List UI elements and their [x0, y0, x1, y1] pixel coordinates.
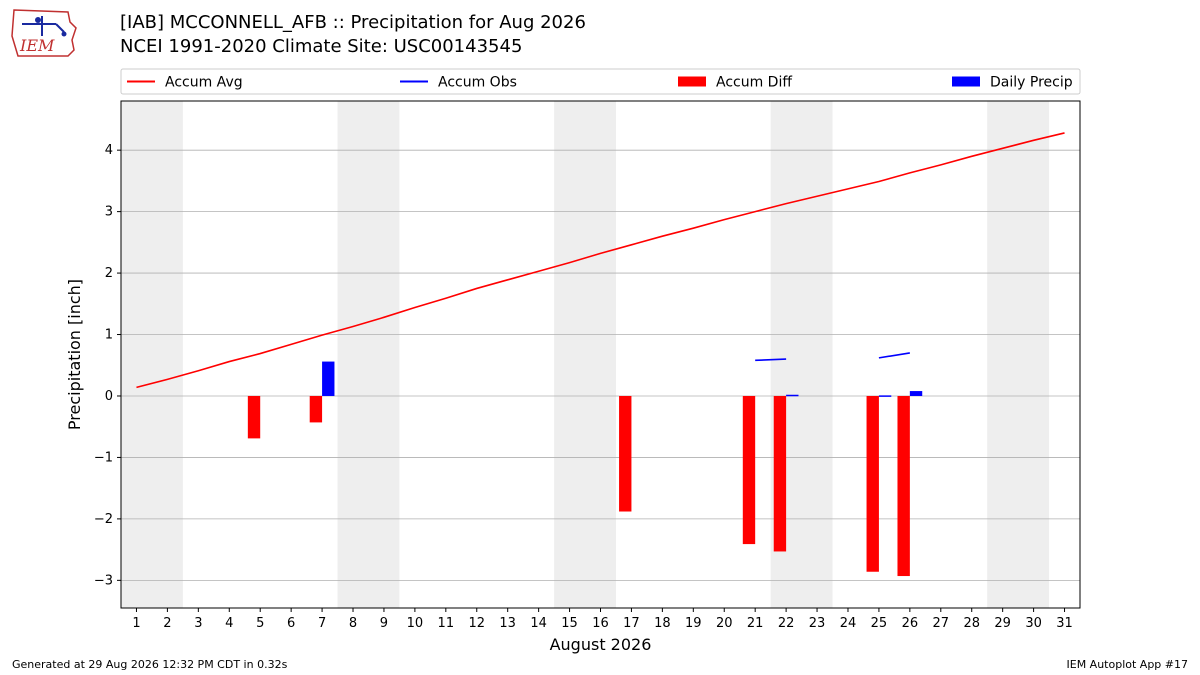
legend-swatch-accum-diff [678, 76, 706, 87]
x-tick-label: 4 [225, 616, 233, 631]
accum-avg-line [136, 132, 1065, 389]
y-tick-label: −3 [94, 573, 113, 588]
y-tick-label: 1 [105, 328, 113, 343]
x-tick-label: 5 [256, 616, 264, 631]
x-tick-label: 29 [994, 616, 1011, 631]
legend-label-daily-precip: Daily Precip [990, 75, 1073, 91]
daily-precip-bar [909, 391, 923, 396]
accum-diff-bar [866, 395, 879, 572]
legend-label-accum-avg: Accum Avg [165, 75, 243, 91]
app-credit: IEM Autoplot App #17 [1066, 658, 1189, 671]
y-tick-label: 0 [105, 389, 113, 404]
daily-precip-bar [878, 395, 892, 397]
accum-obs-line [878, 352, 910, 359]
weekend-shade [987, 101, 1050, 608]
x-tick-label: 11 [438, 616, 455, 631]
weekend-shade [554, 101, 616, 608]
x-tick-label: 25 [871, 616, 888, 631]
y-tick-label: −2 [94, 512, 113, 527]
x-tick-label: 26 [902, 616, 919, 631]
accum-diff-bar [619, 395, 632, 512]
x-tick-label: 16 [592, 616, 609, 631]
x-tick-label: 1 [132, 616, 140, 631]
y-tick-label: 2 [105, 266, 113, 281]
legend-box [120, 68, 1081, 95]
daily-precip-bar [786, 394, 799, 397]
x-axis-label: August 2026 [550, 635, 652, 654]
x-tick-label: 24 [840, 616, 857, 631]
logo-text: IEM [19, 36, 55, 55]
x-tick-label: 3 [194, 616, 202, 631]
chart-title: [IAB] MCCONNELL_AFB :: Precipitation for… [120, 12, 586, 33]
accum-diff-bar [773, 395, 787, 552]
x-tick-label: 14 [530, 616, 547, 631]
legend-label-accum-diff: Accum Diff [716, 75, 792, 91]
x-tick-label: 2 [163, 616, 171, 631]
legend-label-accum-obs: Accum Obs [438, 75, 517, 91]
x-tick-label: 20 [716, 616, 733, 631]
y-tick-label: −1 [94, 450, 113, 465]
iem-logo: IEM [11, 9, 77, 57]
accum-obs-line [755, 358, 787, 362]
x-tick-label: 28 [963, 616, 980, 631]
x-tick-label: 9 [380, 616, 388, 631]
accum-diff-bar [742, 395, 756, 545]
y-tick-label: 4 [105, 143, 113, 158]
accum-diff-bar [309, 395, 323, 423]
accum-diff-bar [247, 395, 261, 439]
x-tick-label: 6 [287, 616, 295, 631]
x-tick-label: 31 [1056, 616, 1073, 631]
x-tick-label: 12 [468, 616, 485, 631]
accum-diff-bar [897, 395, 910, 577]
weekend-shade [337, 101, 400, 608]
x-tick-label: 22 [778, 616, 795, 631]
daily-precip-bar [322, 361, 335, 396]
x-tick-label: 13 [499, 616, 516, 631]
generated-timestamp: Generated at 29 Aug 2026 12:32 PM CDT in… [12, 658, 288, 671]
x-tick-label: 15 [561, 616, 578, 631]
x-tick-label: 27 [933, 616, 950, 631]
x-tick-label: 30 [1025, 616, 1042, 631]
x-tick-label: 7 [318, 616, 326, 631]
y-axis-label: Precipitation [inch] [65, 279, 84, 430]
legend-swatch-daily-precip [952, 76, 980, 87]
x-tick-label: 21 [747, 616, 764, 631]
x-tick-label: 17 [623, 616, 640, 631]
chart-subtitle: NCEI 1991-2020 Climate Site: USC00143545 [120, 36, 523, 57]
weekend-shade [121, 101, 183, 608]
x-tick-label: 10 [407, 616, 424, 631]
x-tick-label: 8 [349, 616, 357, 631]
x-tick-label: 19 [685, 616, 702, 631]
x-tick-label: 18 [654, 616, 671, 631]
y-tick-label: 3 [105, 205, 113, 220]
x-tick-label: 23 [809, 616, 826, 631]
